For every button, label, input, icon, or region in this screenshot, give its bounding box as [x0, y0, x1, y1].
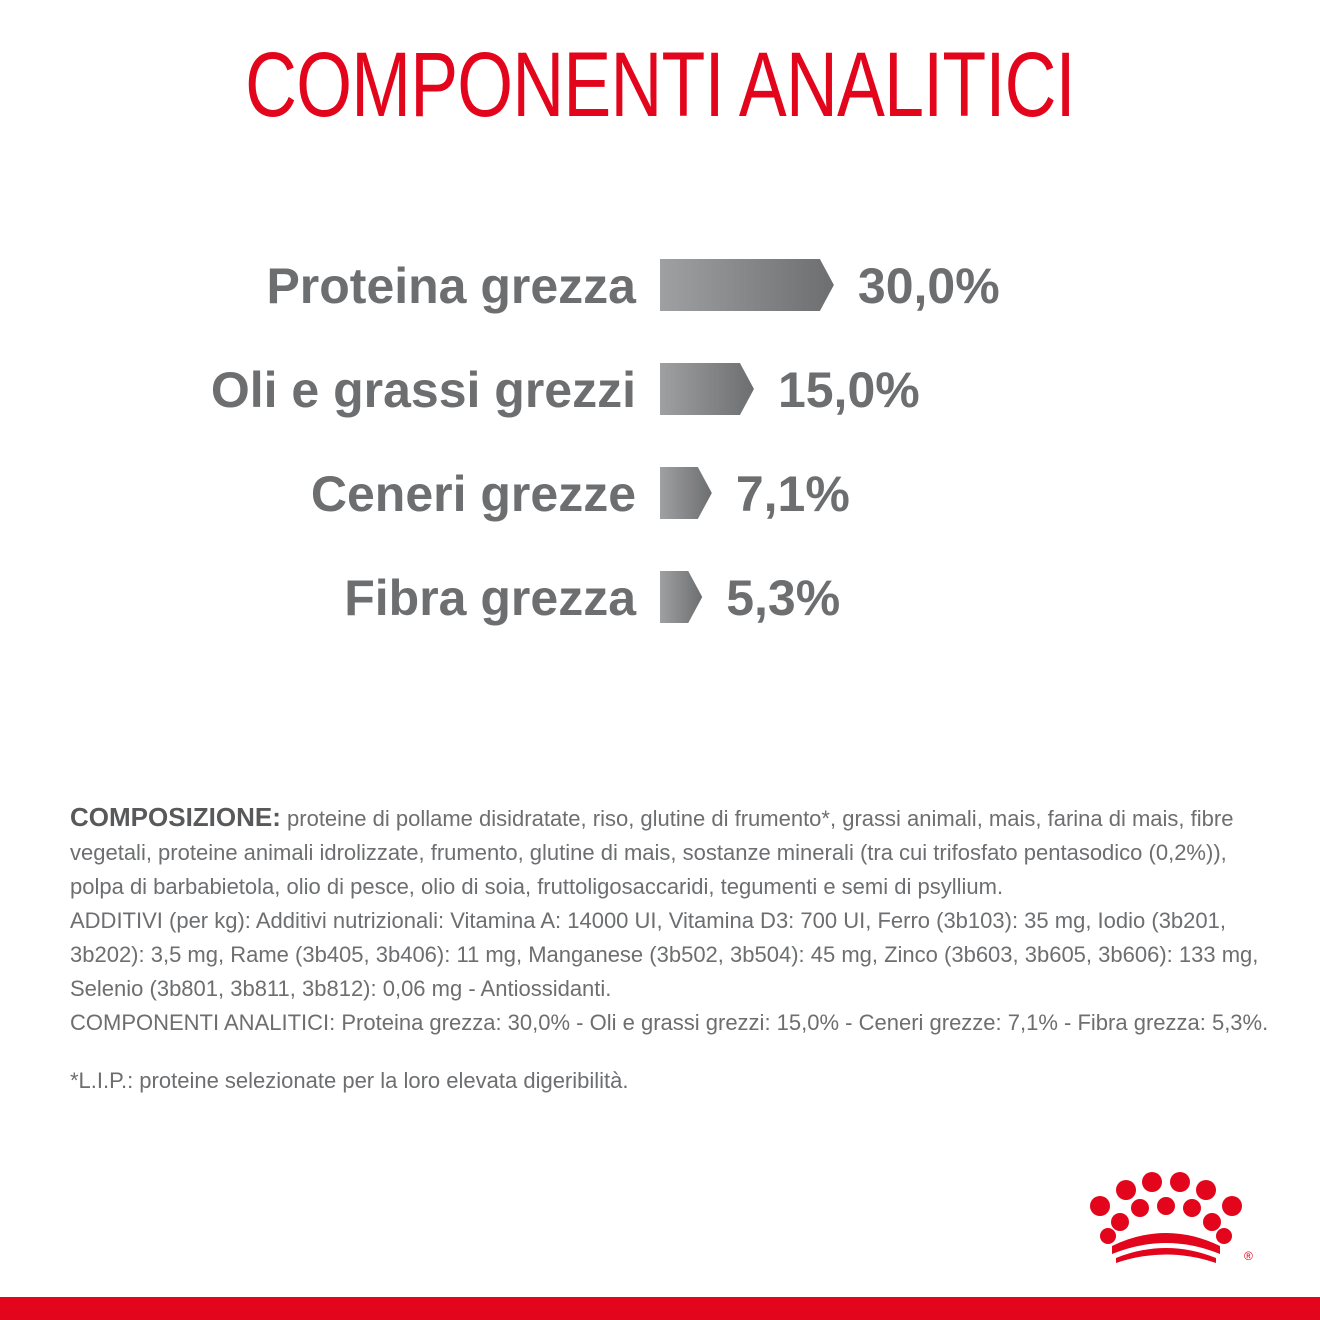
bar: [660, 571, 703, 623]
crown-icon: ®: [1090, 1172, 1253, 1263]
composition-block: COMPOSIZIONE: proteine di pollame disidr…: [70, 800, 1270, 1040]
composition-additives: ADDITIVI (per kg): Additivi nutrizionali…: [70, 908, 1259, 1001]
page-title: COMPONENTI ANALITICI: [245, 34, 1075, 136]
composition-heading: COMPOSIZIONE:: [70, 802, 281, 832]
bar: [660, 259, 834, 311]
category-label: Proteina grezza: [266, 258, 637, 314]
value-label: 15,0%: [778, 362, 920, 418]
bar: [660, 363, 754, 415]
category-label: Ceneri grezze: [311, 466, 636, 522]
composition-paragraph: COMPOSIZIONE: proteine di pollame disidr…: [70, 800, 1270, 904]
composition-analytics: COMPONENTI ANALITICI: Proteina grezza: 3…: [70, 1010, 1269, 1035]
bar: [660, 467, 712, 519]
category-label: Oli e grassi grezzi: [211, 362, 636, 418]
bottom-brand-bar: [0, 1297, 1320, 1320]
value-label: 5,3%: [726, 570, 840, 626]
footnote: *L.I.P.: proteine selezionate per la lor…: [70, 1068, 629, 1093]
value-label: 7,1%: [736, 466, 850, 522]
registered-mark: ®: [1244, 1249, 1253, 1263]
composition-ingredients: proteine di pollame disidratate, riso, g…: [70, 806, 1234, 899]
value-label: 30,0%: [858, 258, 1000, 314]
category-label: Fibra grezza: [344, 570, 637, 626]
nutrient-chart: Proteina grezza 30,0% Oli e grassi grezzi 1…: [211, 258, 1000, 626]
